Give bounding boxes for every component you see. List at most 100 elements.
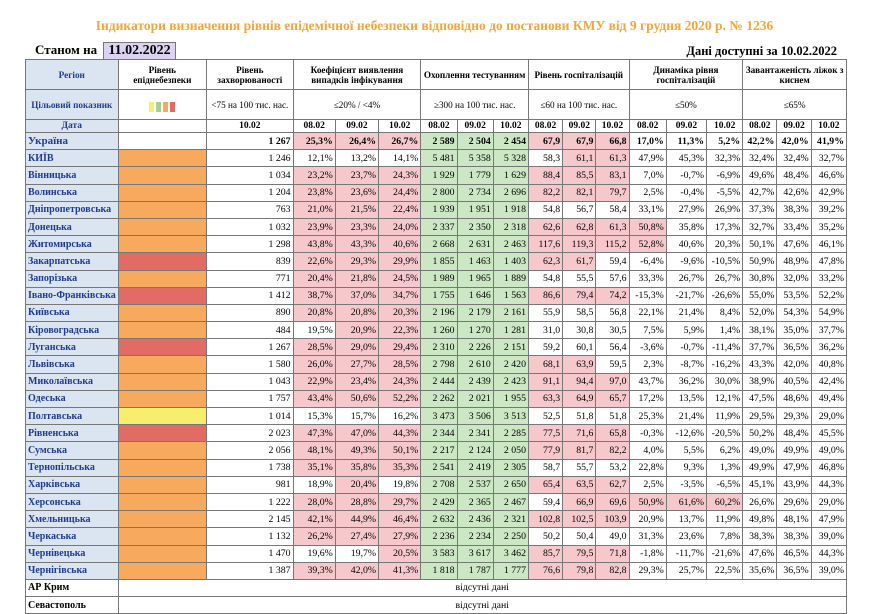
incidence-value: 763 — [206, 200, 294, 219]
beds-value: 42,9% — [810, 183, 848, 202]
region-name: Хмельницька — [25, 510, 119, 529]
hosp-dyn-value: 22,1% — [628, 303, 667, 323]
hosp-dyn-value: 52,8% — [628, 235, 667, 254]
hosp-dyn-value: 8,4% — [706, 303, 744, 323]
testing-value: 1 965 — [456, 269, 494, 288]
hosp-dyn-value: 29,3% — [628, 561, 667, 580]
hosp-value: 64,9 — [562, 389, 597, 409]
level-cell — [117, 544, 208, 563]
hosp-dyn-value: 25,3% — [628, 406, 667, 426]
region-name: Запорізька — [25, 269, 119, 288]
beds-value: 39,0% — [810, 527, 848, 546]
testing-value: 2 285 — [492, 424, 529, 443]
level-cell — [117, 458, 208, 477]
testing-value: 2 321 — [492, 510, 529, 529]
beds-value: 48,9% — [776, 252, 812, 271]
date-level — [117, 119, 208, 133]
positivity-value: 25,3% — [292, 131, 336, 151]
positivity-value: 24,0% — [378, 217, 422, 237]
incidence-value: 1 738 — [206, 458, 294, 477]
testing-value: 2 341 — [456, 424, 494, 443]
hosp-dyn-value: -0,7% — [665, 166, 708, 185]
level-cell — [117, 131, 208, 151]
hosp-dyn-value: -11,7% — [665, 544, 708, 563]
testing-value: 2 541 — [420, 458, 458, 477]
beds-value: 35,2% — [810, 217, 848, 237]
positivity-value: 35,1% — [292, 458, 336, 477]
positivity-value: 23,9% — [292, 217, 336, 237]
hosp-value: 61,7 — [562, 252, 597, 271]
hosp-value: 59,4 — [527, 492, 564, 512]
hosp-value: 62,6 — [527, 217, 564, 237]
hosp-value: 60,1 — [562, 338, 597, 357]
hosp-dyn-value: 60,2% — [706, 492, 744, 512]
beds-value: 39,2% — [810, 200, 848, 219]
positivity-value: 23,7% — [334, 166, 380, 185]
positivity-value: 22,9% — [292, 372, 336, 391]
hosp-dyn-value: 1,3% — [706, 458, 744, 477]
positivity-value: 43,3% — [334, 235, 380, 254]
beds-value: 37,7% — [742, 338, 778, 357]
positivity-value: 20,9% — [334, 321, 380, 340]
positivity-value: 21,5% — [334, 200, 380, 219]
testing-value: 2 589 — [420, 131, 458, 151]
hosp-dyn-value: 50,8% — [628, 217, 667, 237]
table-row: Закарпатська 839 22,6% 29,3% 29,9% 1 855 1 463… — [25, 252, 848, 271]
beds-value: 38,9% — [742, 372, 778, 391]
hosp-value: 49,0 — [595, 527, 630, 546]
hosp-value: 56,8 — [595, 303, 630, 323]
beds-value: 49,0% — [810, 441, 848, 460]
incidence-value: 1 043 — [206, 372, 294, 391]
level-cell — [117, 527, 208, 546]
region-name: Дніпропетровська — [25, 200, 119, 219]
testing-value: 2 436 — [456, 510, 494, 529]
beds-value: 47,9% — [810, 510, 848, 529]
incidence-value: 484 — [206, 321, 294, 340]
hosp-value: 58,7 — [527, 458, 564, 477]
testing-value: 1 955 — [492, 389, 529, 409]
testing-value: 1 918 — [492, 200, 529, 219]
beds-value: 29,3% — [776, 406, 812, 426]
positivity-value: 22,4% — [378, 200, 422, 219]
header-hosp: Рівень госпіталізацій — [527, 59, 630, 90]
level-cell — [117, 303, 208, 323]
testing-value: 2 429 — [420, 492, 458, 512]
hosp-dyn-value: 26,7% — [706, 269, 744, 288]
hosp-dyn-value: 2,5% — [628, 183, 667, 202]
positivity-value: 24,3% — [378, 166, 422, 185]
beds-value: 29,0% — [810, 492, 848, 512]
beds-value: 46,1% — [810, 235, 848, 254]
hosp-value: 61,3 — [595, 149, 630, 168]
positivity-value: 20,8% — [292, 303, 336, 323]
hosp-value: 63,3 — [527, 389, 564, 409]
table-row: Житомирська 1 298 43,8% 43,3% 40,6% 2 668 2 63… — [25, 235, 848, 254]
hosp-dyn-value: 4,0% — [628, 441, 667, 460]
positivity-value: 28,0% — [292, 492, 336, 512]
testing-value: 1 951 — [456, 200, 494, 219]
hosp-dyn-value: 12,1% — [706, 389, 744, 409]
beds-value: 29,5% — [742, 406, 778, 426]
hosp-value: 102,8 — [527, 510, 564, 529]
incidence-value: 1 032 — [206, 217, 294, 237]
table-row: Івано-Франківська 1 412 38,7% 37,0% 34,7% 1 7… — [25, 286, 848, 305]
level-cell — [117, 561, 208, 580]
table-row: Харківська 981 18,9% 20,4% 19,8% 2 708 2 537 2 … — [25, 475, 848, 494]
hosp-dyn-value: 40,6% — [665, 235, 708, 254]
testing-value: 2 798 — [420, 355, 458, 374]
target-incidence: <75 на 100 тис. нас. — [206, 89, 294, 120]
header-level: Рівень епіднебезпеки — [117, 59, 208, 90]
hosp-dyn-value: 25,7% — [665, 561, 708, 580]
positivity-value: 27,4% — [334, 527, 380, 546]
beds-value: 54,3% — [776, 303, 812, 323]
hosp-value: 74,2 — [595, 286, 630, 305]
testing-value: 1 403 — [492, 252, 529, 271]
hosp-value: 65,4 — [527, 475, 564, 494]
positivity-value: 40,6% — [378, 235, 422, 254]
hosp-value: 71,6 — [562, 424, 597, 443]
positivity-value: 50,1% — [378, 441, 422, 460]
hosp-value: 54,8 — [527, 200, 564, 219]
date-beds-3: 10.02 — [810, 119, 848, 133]
positivity-value: 20,3% — [378, 303, 422, 323]
incidence-value: 1 132 — [206, 527, 294, 546]
beds-value: 37,3% — [742, 200, 778, 219]
